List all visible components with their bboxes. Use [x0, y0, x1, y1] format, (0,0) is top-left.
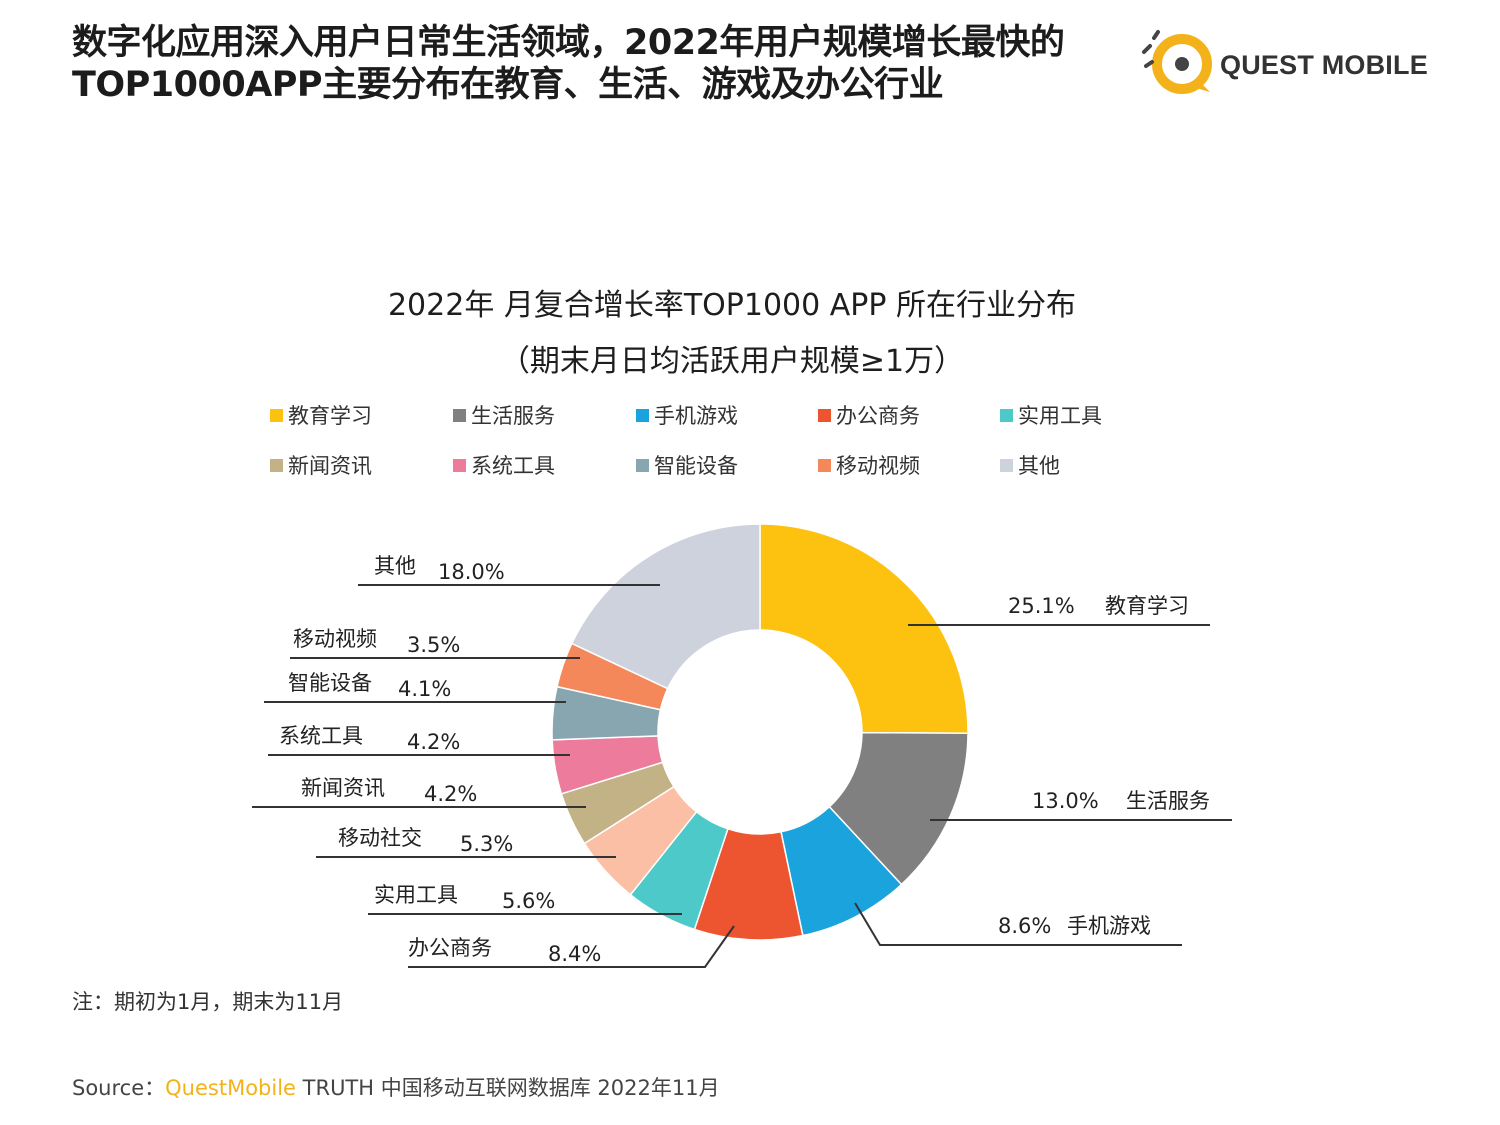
leader-lines	[252, 584, 1232, 968]
source-prefix: Source：	[72, 1076, 166, 1100]
donut-slice	[759, 523, 969, 735]
legend-item: 手机游戏	[636, 400, 738, 430]
slice-category-label: 办公商务	[408, 936, 492, 960]
legend-swatch	[453, 458, 466, 472]
legend-label: 生活服务	[471, 404, 555, 428]
slice-category-label: 移动视频	[293, 627, 377, 651]
legend-item: 教育学习	[270, 400, 372, 430]
legend-item: 新闻资讯	[270, 450, 372, 480]
legend-item: 办公商务	[818, 400, 920, 430]
page-headline: 数字化应用深入用户日常生活领域，2022年用户规模增长最快的 TOP1000AP…	[72, 22, 1142, 106]
headline-line-2: TOP1000APP主要分布在教育、生活、游戏及办公行业	[72, 65, 944, 105]
logo-text: QUEST MOBILE	[1220, 50, 1428, 80]
legend-swatch	[270, 458, 283, 472]
footnote: 注：期初为1月，期末为11月	[72, 990, 344, 1014]
slice-value-label: 3.5%	[407, 633, 460, 657]
slice-value-label: 4.1%	[398, 677, 451, 701]
legend-label: 新闻资讯	[288, 454, 372, 478]
slice-category-label: 移动社交	[338, 826, 422, 850]
legend-item: 智能设备	[636, 450, 738, 480]
slice-category-label: 生活服务	[1126, 789, 1210, 813]
source-line: Source：QuestMobile TRUTH 中国移动互联网数据库 2022…	[72, 1072, 720, 1102]
slice-category-label: 智能设备	[288, 671, 372, 695]
questmobile-logo: QUEST MOBILE	[1138, 22, 1438, 102]
slice-category-label: 新闻资讯	[301, 776, 385, 800]
legend-label: 教育学习	[288, 404, 372, 428]
slice-category-label: 系统工具	[279, 724, 363, 748]
legend-swatch	[636, 408, 649, 422]
legend-swatch	[636, 458, 649, 472]
legend-swatch	[1000, 408, 1013, 422]
legend-label: 手机游戏	[654, 404, 738, 428]
slice-value-label: 13.0%	[1032, 789, 1099, 813]
legend-label: 智能设备	[654, 454, 738, 478]
source-rest: TRUTH 中国移动互联网数据库 2022年11月	[295, 1076, 720, 1100]
slice-value-label: 5.3%	[460, 832, 513, 856]
legend-swatch	[1000, 458, 1013, 472]
headline-line-1: 数字化应用深入用户日常生活领域，2022年用户规模增长最快的	[72, 23, 1065, 63]
legend-label: 实用工具	[1018, 404, 1102, 428]
slice-value-label: 4.2%	[407, 730, 460, 754]
leader-line	[408, 925, 735, 968]
source-brand: QuestMobile	[165, 1076, 296, 1100]
slice-category-label: 其他	[374, 554, 416, 578]
legend-item: 系统工具	[453, 450, 555, 480]
slice-category-label: 教育学习	[1105, 594, 1189, 618]
legend-label: 移动视频	[836, 454, 920, 478]
legend-label: 办公商务	[836, 404, 920, 428]
legend-label: 其他	[1018, 454, 1060, 478]
slice-value-label: 8.4%	[548, 942, 601, 966]
legend-item: 其他	[1000, 450, 1060, 480]
legend-swatch	[818, 408, 831, 422]
slice-value-label: 8.6%	[998, 914, 1051, 938]
leader-line	[854, 902, 1182, 946]
slice-value-label: 18.0%	[438, 560, 505, 584]
donut-slice	[570, 523, 761, 690]
slice-category-label: 实用工具	[374, 883, 458, 907]
legend-swatch	[453, 408, 466, 422]
legend-swatch	[270, 408, 283, 422]
chart-title: 2022年 月复合增长率TOP1000 APP 所在行业分布	[387, 288, 1077, 323]
questmobile-logo-icon	[1142, 30, 1212, 94]
legend-item: 生活服务	[453, 400, 555, 430]
legend-item: 移动视频	[818, 450, 920, 480]
legend-item: 实用工具	[1000, 400, 1102, 430]
slice-value-label: 25.1%	[1008, 594, 1075, 618]
slice-category-label: 手机游戏	[1067, 914, 1151, 938]
slice-value-label: 5.6%	[502, 889, 555, 913]
slice-value-label: 4.2%	[424, 782, 477, 806]
legend-swatch	[818, 458, 831, 472]
legend-label: 系统工具	[471, 454, 555, 478]
donut-slice	[828, 731, 969, 886]
donut-slices	[551, 523, 969, 941]
slice-labels: 教育学习 25.1% 生活服务 13.0% 手机游戏 8.6% 办公商务 8.4% 实用工具 5.…	[279, 554, 1210, 966]
chart-subtitle: （期末月日均活跃用户规模≥1万）	[499, 344, 965, 379]
